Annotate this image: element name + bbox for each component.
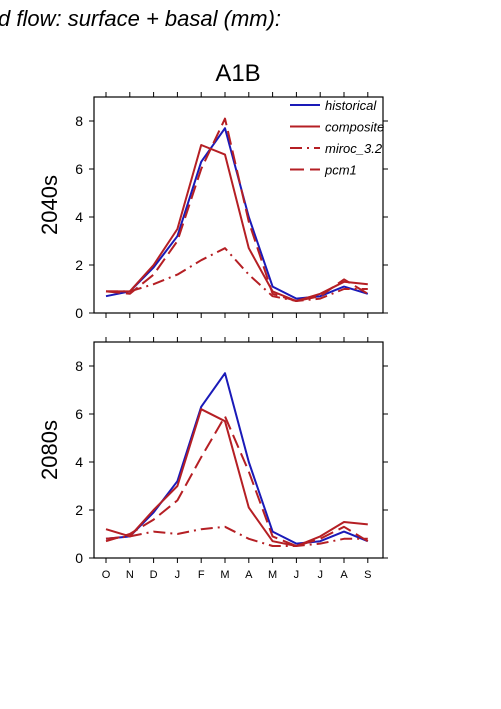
x-tick-label: A	[340, 569, 348, 581]
y-tick-label: 8	[75, 358, 83, 374]
x-tick-label: A	[245, 569, 253, 581]
legend-label-composite: composite	[325, 120, 384, 135]
plot-frame	[93, 341, 384, 559]
legend-label-miroc-3-2: miroc_3.2	[325, 141, 383, 156]
scenario-title: A1B	[215, 60, 260, 87]
y-tick-label: 2	[75, 502, 83, 518]
x-tick-label: J	[317, 569, 323, 581]
y-tick-label: 6	[75, 406, 83, 422]
series-line-composite	[106, 144, 368, 302]
series-line-composite	[105, 408, 368, 547]
y-tick-label: 2	[75, 257, 83, 273]
x-tick-label: M	[220, 569, 229, 581]
y-tick-label: 8	[75, 113, 83, 129]
y-tick-label: 4	[75, 454, 83, 470]
y-tick-label: 4	[75, 209, 83, 225]
y-axis-label: 2040s	[37, 175, 62, 235]
series-line-pcm1	[105, 117, 369, 302]
chart-panels: 0 2 4 6 8 2040s historical composite miroc_3.2pc…	[37, 92, 388, 581]
series-line-miroc-3-2	[105, 525, 368, 547]
x-tick-label: F	[198, 569, 205, 581]
x-tick-label: M	[268, 569, 277, 581]
x-tick-label: D	[150, 569, 158, 581]
figure-header: d flow: surface + basal (mm):	[0, 6, 281, 31]
plot-frame	[93, 96, 384, 314]
y-axis-label: 2080s	[37, 420, 62, 480]
panel-2080s: 0 2 4 6 8 O N D J F M A M J J A S 2080s	[37, 337, 388, 581]
y-tick-label: 0	[75, 550, 83, 566]
series-line-historical	[105, 372, 369, 545]
series-line-miroc-3-2	[106, 247, 368, 302]
x-tick-label: J	[175, 569, 181, 581]
x-tick-label: O	[102, 569, 111, 581]
y-tick-label: 6	[75, 161, 83, 177]
y-tick-label: 0	[75, 305, 83, 321]
legend: historical composite miroc_3.2 pcm1	[290, 98, 384, 178]
legend-label-historical: historical	[325, 98, 377, 113]
panel-2040s: 0 2 4 6 8 2040s historical composite miroc_3.2pc…	[37, 92, 388, 321]
x-tick-label: J	[294, 569, 300, 581]
x-tick-label: S	[364, 569, 371, 581]
legend-label-pcm1: pcm1	[324, 163, 357, 178]
x-tick-label: N	[126, 569, 134, 581]
series-line-pcm1	[105, 415, 369, 547]
